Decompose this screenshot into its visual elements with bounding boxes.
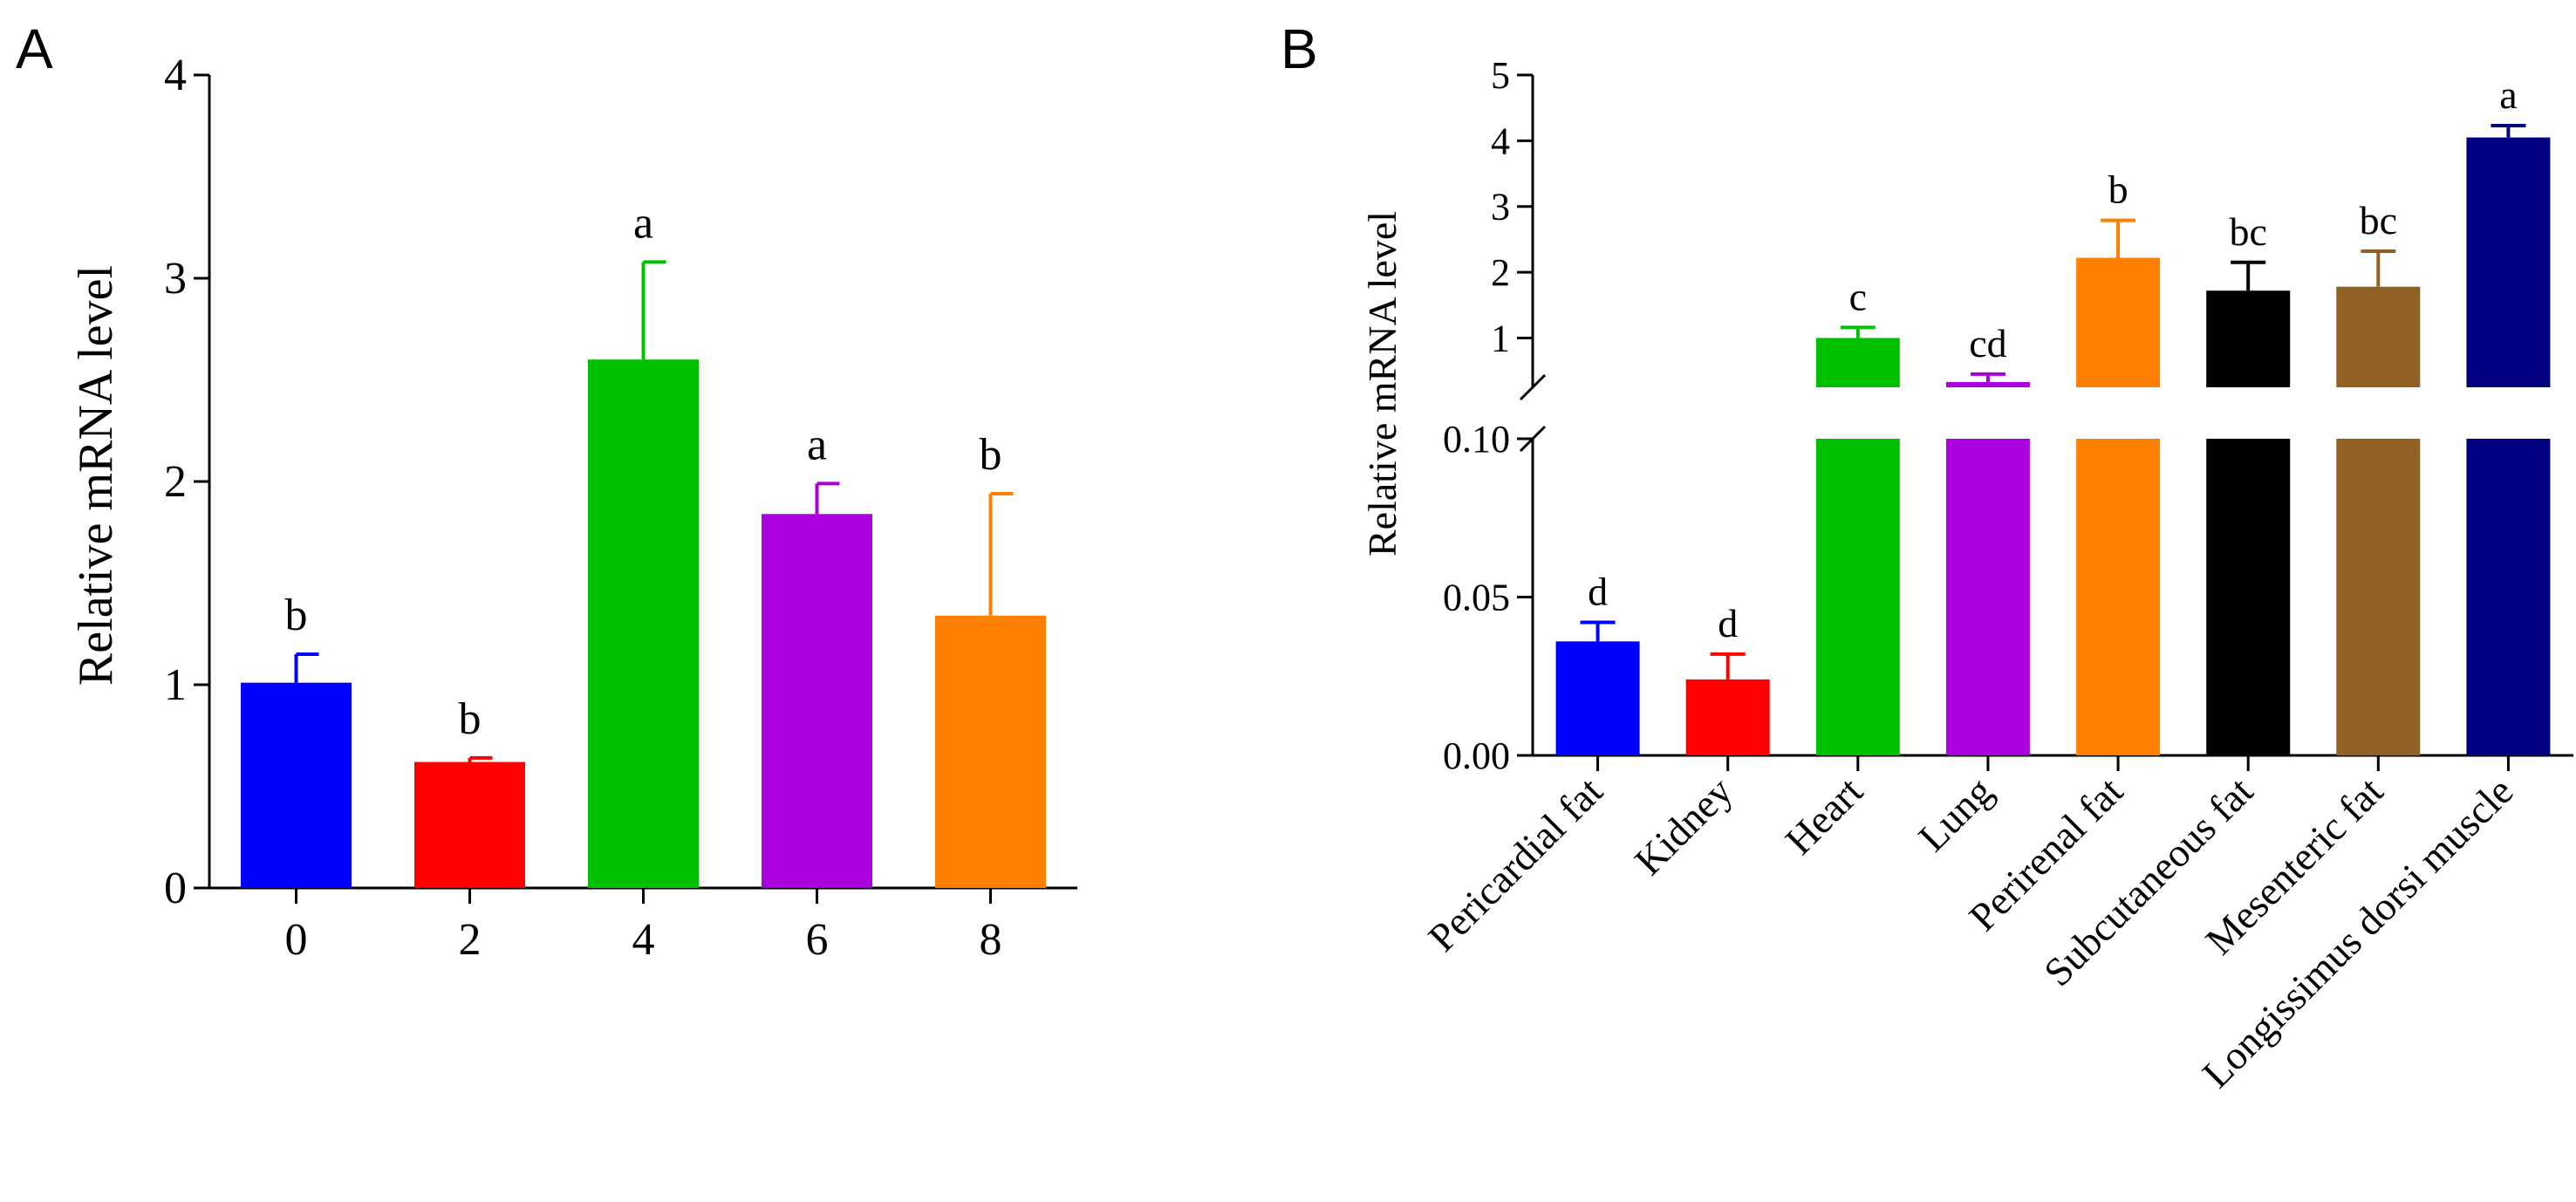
panel-b-ytick-label: 4: [1491, 120, 1510, 162]
panel-b-bar-lower-segment: [1945, 439, 2030, 755]
panel-b-ytick-label: 2: [1491, 251, 1510, 294]
panel-a-ytick-label: 2: [164, 457, 187, 507]
panel-b-bar-lower-segment: [1815, 439, 1900, 755]
panel-b-axis-break-mark: [1519, 373, 1547, 401]
panel-b-significance-label: bc: [2229, 209, 2266, 254]
panel-b-chart: 0.00 0.05 0.10 1 2 3 4 5 d Pericardial fat d Kidney…: [1419, 54, 2573, 1096]
panel-b-bar: [2076, 257, 2161, 387]
panel-a-bar: [241, 682, 352, 888]
panel-b-bar-lower-segment: [2206, 439, 2291, 755]
panel-a-bar: [762, 514, 872, 888]
panel-a-ytick-label: 0: [164, 864, 187, 913]
panel-b-significance-label: cd: [1969, 321, 2006, 365]
panel-b-significance-label: b: [2108, 167, 2128, 212]
panel-a-significance-label: a: [807, 420, 827, 469]
panel-b-significance-label: d: [1588, 570, 1608, 614]
panel-b-significance-label: a: [2499, 72, 2517, 117]
panel-a-xtick-label: 2: [459, 915, 482, 965]
panel-b-ytick-label: 0.05: [1443, 577, 1510, 619]
panel-a-xtick-label: 6: [806, 915, 829, 965]
panel-b-bar: [1815, 338, 1900, 387]
panel-b-xtick-label: Pericardial fat: [1419, 768, 1611, 960]
panel-a-ylabel: Relative mRNA level: [69, 265, 123, 686]
panel-b-ytick-label: 0.10: [1443, 418, 1510, 461]
panel-b-ytick-label: 5: [1491, 54, 1510, 97]
panel-b-xtick-label: Kidney: [1626, 768, 1741, 884]
panel-b-ytick-label: 0.00: [1443, 734, 1510, 777]
panel-a-chart: 0 1 2 3 4 b 0 b 2 a 4 a 6 b 8: [164, 51, 1077, 965]
panel-b-significance-label: bc: [2360, 198, 2397, 242]
panel-b-bar: [1685, 679, 1770, 755]
panel-a-significance-label: b: [980, 430, 1002, 480]
panel-a-bar: [935, 615, 1046, 888]
panel-a-ytick-label: 1: [164, 660, 187, 710]
panel-b-bar: [2336, 286, 2421, 387]
panel-b-bar-lower-segment: [2466, 439, 2551, 755]
panel-a-xtick-label: 8: [980, 915, 1002, 965]
panel-b-bar: [2206, 290, 2291, 387]
panel-a-xtick-label: 0: [285, 915, 308, 965]
panel-b-bar-lower-segment: [2076, 439, 2161, 755]
panel-b-ytick-label: 1: [1491, 317, 1510, 359]
panel-letter-b: B: [1281, 17, 1318, 80]
panel-a-xtick-label: 4: [632, 915, 655, 965]
panel-a-bar: [414, 761, 525, 888]
panel-b-xtick-label: Heart: [1777, 768, 1871, 863]
panel-b-ylabel: Relative mRNA level: [1360, 211, 1404, 557]
panel-b-significance-label: d: [1718, 601, 1738, 645]
panel-b-bar: [1555, 641, 1640, 755]
panel-a-ytick-label: 4: [164, 51, 187, 100]
panel-a-significance-label: a: [633, 198, 653, 248]
panel-b-xtick-label: Lung: [1910, 768, 2001, 860]
panel-a-significance-label: b: [285, 591, 308, 640]
panel-b-bar-lower-segment: [2336, 439, 2421, 755]
panel-a-significance-label: b: [459, 694, 482, 744]
panel-letter-a: A: [16, 17, 53, 80]
panel-a-bar: [588, 359, 699, 888]
panel-b-bar: [2466, 137, 2551, 387]
panel-a-ytick-label: 3: [164, 254, 187, 304]
panel-b-significance-label: c: [1849, 274, 1867, 318]
panel-b-bar: [1945, 381, 2030, 387]
panel-b-ytick-label: 3: [1491, 186, 1510, 229]
